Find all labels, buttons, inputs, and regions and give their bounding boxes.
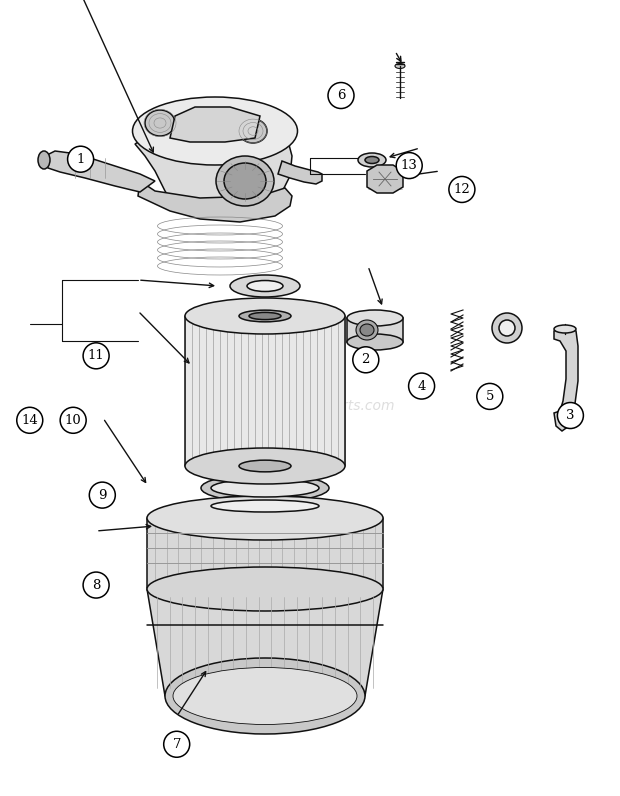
Polygon shape bbox=[185, 316, 345, 466]
Polygon shape bbox=[135, 133, 292, 216]
Polygon shape bbox=[554, 326, 578, 431]
Ellipse shape bbox=[358, 153, 386, 167]
Ellipse shape bbox=[216, 156, 274, 206]
Text: eReplacementParts.com: eReplacementParts.com bbox=[225, 399, 395, 413]
Ellipse shape bbox=[356, 320, 378, 340]
Polygon shape bbox=[45, 151, 155, 192]
Polygon shape bbox=[147, 518, 383, 588]
Ellipse shape bbox=[239, 310, 291, 322]
Circle shape bbox=[477, 384, 503, 409]
Polygon shape bbox=[138, 181, 292, 222]
Ellipse shape bbox=[239, 460, 291, 472]
Ellipse shape bbox=[239, 119, 267, 143]
Ellipse shape bbox=[133, 97, 298, 165]
Text: 4: 4 bbox=[417, 380, 426, 392]
Ellipse shape bbox=[365, 157, 379, 163]
Ellipse shape bbox=[347, 310, 403, 326]
Ellipse shape bbox=[147, 496, 383, 540]
Ellipse shape bbox=[185, 298, 345, 334]
Text: 13: 13 bbox=[401, 159, 418, 172]
Circle shape bbox=[353, 347, 379, 373]
Ellipse shape bbox=[185, 448, 345, 484]
Circle shape bbox=[68, 146, 94, 172]
Circle shape bbox=[396, 153, 422, 178]
Text: 7: 7 bbox=[172, 738, 181, 751]
Ellipse shape bbox=[38, 151, 50, 169]
Circle shape bbox=[60, 408, 86, 433]
Text: 11: 11 bbox=[87, 349, 105, 362]
Polygon shape bbox=[170, 107, 260, 142]
Circle shape bbox=[89, 482, 115, 508]
Circle shape bbox=[449, 177, 475, 202]
Text: 3: 3 bbox=[566, 409, 575, 422]
Ellipse shape bbox=[147, 567, 383, 611]
Ellipse shape bbox=[347, 334, 403, 350]
Circle shape bbox=[409, 373, 435, 399]
Text: 1: 1 bbox=[76, 153, 85, 166]
Ellipse shape bbox=[201, 474, 329, 502]
Ellipse shape bbox=[395, 64, 405, 68]
Text: 5: 5 bbox=[485, 390, 494, 403]
Ellipse shape bbox=[165, 658, 365, 734]
Ellipse shape bbox=[201, 495, 329, 517]
Ellipse shape bbox=[360, 324, 374, 336]
Ellipse shape bbox=[224, 163, 266, 199]
Polygon shape bbox=[347, 318, 403, 342]
Circle shape bbox=[17, 408, 43, 433]
Ellipse shape bbox=[249, 312, 281, 320]
Circle shape bbox=[83, 343, 109, 369]
Text: 6: 6 bbox=[337, 89, 345, 102]
Text: 9: 9 bbox=[98, 489, 107, 501]
Ellipse shape bbox=[499, 320, 515, 336]
Ellipse shape bbox=[554, 325, 576, 333]
Circle shape bbox=[328, 83, 354, 108]
Text: 14: 14 bbox=[21, 414, 38, 427]
Text: 10: 10 bbox=[64, 414, 82, 427]
Polygon shape bbox=[147, 589, 383, 696]
Circle shape bbox=[83, 572, 109, 598]
Ellipse shape bbox=[492, 313, 522, 343]
Ellipse shape bbox=[247, 280, 283, 291]
Ellipse shape bbox=[145, 110, 175, 136]
Polygon shape bbox=[278, 161, 322, 184]
Text: 12: 12 bbox=[453, 183, 471, 196]
Text: 8: 8 bbox=[92, 579, 100, 591]
Circle shape bbox=[164, 732, 190, 757]
Text: 2: 2 bbox=[361, 353, 370, 366]
Circle shape bbox=[557, 403, 583, 428]
Ellipse shape bbox=[173, 668, 357, 724]
Ellipse shape bbox=[230, 275, 300, 297]
Ellipse shape bbox=[211, 479, 319, 497]
Ellipse shape bbox=[211, 500, 319, 512]
Polygon shape bbox=[367, 165, 403, 193]
